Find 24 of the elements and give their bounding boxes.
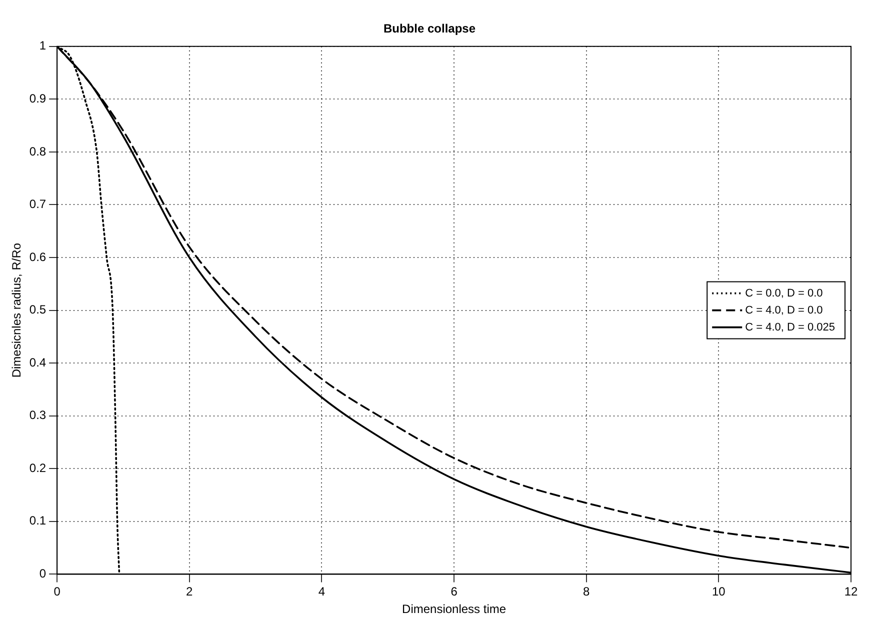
chart-title: Bubble collapse (383, 22, 476, 36)
x-tick-label: 2 (186, 584, 194, 599)
y-tick-label: 1 (39, 38, 46, 53)
y-tick-label: 0.1 (29, 514, 46, 528)
y-tick-label: 0.8 (29, 144, 46, 158)
y-axis-title: Dimesicnles radius, R/Ro (10, 242, 24, 378)
legend-label: C = 0.0, D = 0.0 (745, 287, 823, 300)
y-tick-label: 0.2 (29, 460, 46, 475)
y-tick-label: 0.5 (29, 302, 46, 317)
y-tick-label: 0.4 (29, 355, 46, 370)
y-tick-label: 0.7 (29, 197, 46, 212)
x-tick-label: 6 (450, 584, 458, 599)
y-tick-label: 0.3 (29, 408, 46, 422)
y-tick-label: 0.6 (29, 250, 46, 264)
x-tick-label: 8 (583, 584, 590, 599)
legend-label: C = 4.0, D = 0.0 (745, 304, 823, 316)
y-tick-label: 0.9 (29, 91, 46, 106)
x-tick-label: 12 (844, 584, 858, 599)
x-axis-title: Dimensionless time (402, 602, 506, 616)
x-tick-label: 10 (712, 584, 726, 599)
x-tick-label: 0 (54, 584, 61, 599)
y-tick-label: 0 (39, 566, 46, 581)
legend-label: C = 4.0, D = 0.025 (745, 321, 835, 334)
x-tick-label: 4 (318, 584, 326, 599)
